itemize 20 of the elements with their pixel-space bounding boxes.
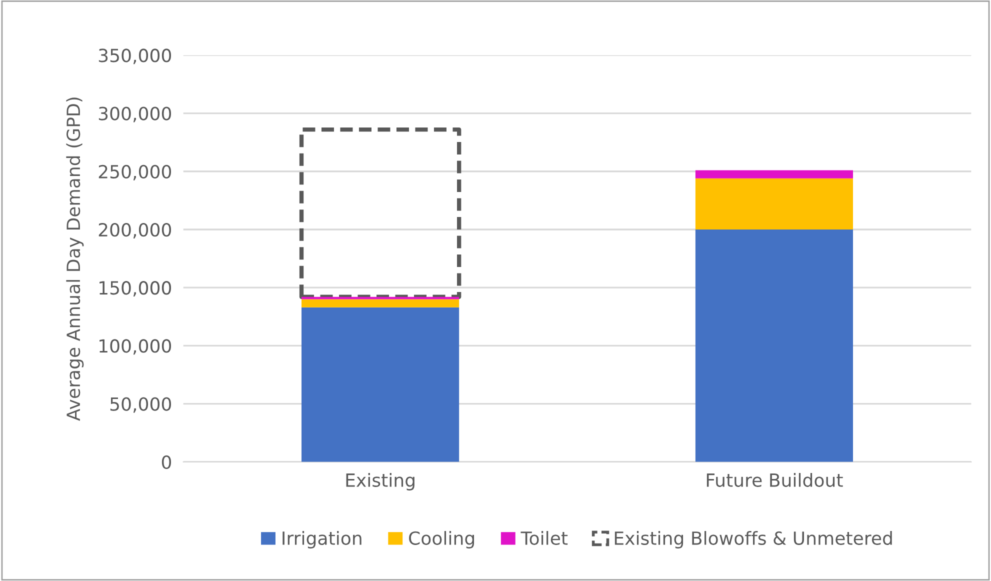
y-tick-label: 0	[162, 455, 172, 470]
y-tick-label: 200,000	[98, 222, 172, 238]
y-tick-label: 100,000	[100, 339, 172, 355]
y-axis-title: Average Annual Day Demand (GPD)	[66, 98, 84, 421]
legend-label: Toilet	[520, 531, 568, 545]
legend-label: Cooling	[409, 531, 474, 548]
y-tick-label: 50,000	[110, 397, 172, 413]
legend-label: Irrigation	[282, 531, 362, 548]
y-tick-label: 250,000	[98, 164, 172, 180]
bar	[695, 170, 854, 178]
y-tick-label: 150,000	[100, 281, 172, 297]
legend-label: Existing Blowoffs & Unmetered	[614, 531, 892, 548]
y-tick-label: 300,000	[98, 106, 172, 122]
bar	[302, 307, 460, 462]
y-tick-label: 350,000	[98, 48, 172, 64]
bar	[695, 178, 854, 230]
bar	[695, 229, 854, 462]
x-tick-label: Existing	[346, 473, 414, 490]
bar	[302, 299, 460, 308]
x-tick-label: Future Buildout	[706, 473, 843, 487]
